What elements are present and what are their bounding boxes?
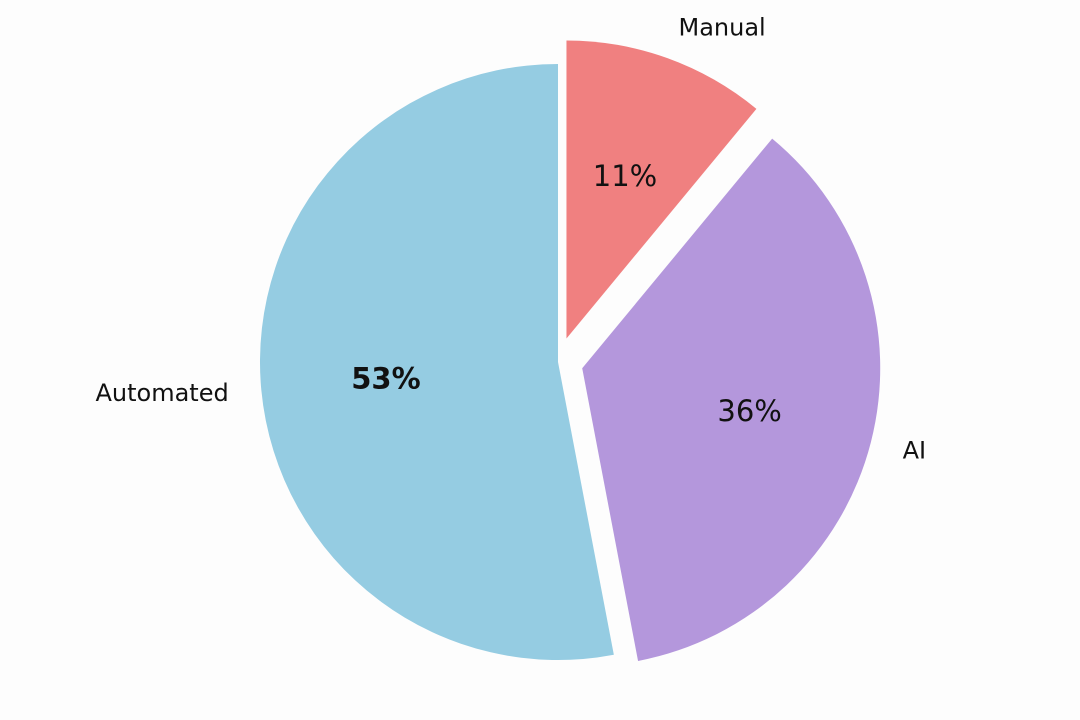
slice-value-label-automated: 53% [351, 361, 420, 395]
pie-slices [259, 40, 881, 661]
pie-labels: 11% Manual 36% AI 53% Automated [95, 13, 926, 464]
pie-slice-manual [566, 40, 757, 339]
slice-category-label-ai: AI [903, 436, 927, 464]
slice-category-label-automated: Automated [95, 379, 228, 407]
slice-value-label-manual: 11% [593, 159, 657, 193]
slice-value-label-ai: 36% [717, 394, 781, 428]
pie-slice-ai [582, 138, 881, 661]
pie-slice-automated [259, 64, 614, 660]
slice-category-label-manual: Manual [679, 13, 766, 41]
